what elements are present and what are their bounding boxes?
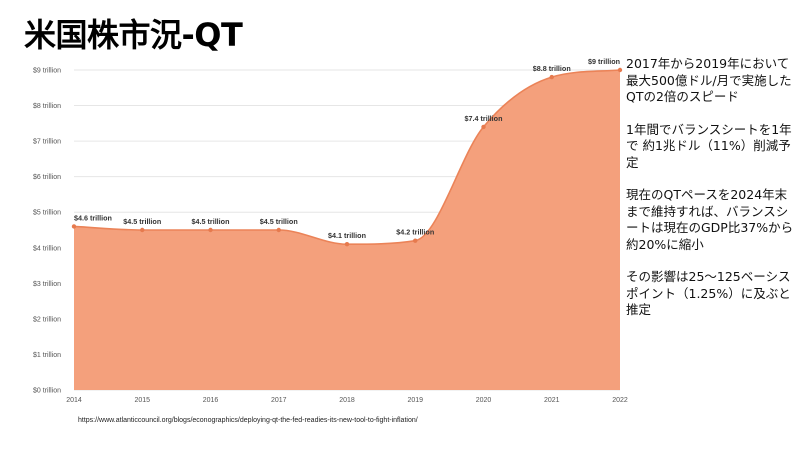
x-tick-label: 2018 — [339, 397, 355, 404]
data-point — [481, 124, 486, 130]
y-tick-label: $1 trillion — [33, 352, 61, 359]
data-label: $4.1 trillion — [328, 231, 366, 240]
y-tick-label: $8 trillion — [33, 103, 61, 110]
data-label: $4.5 trillion — [260, 217, 298, 226]
data-label: $4.5 trillion — [192, 217, 230, 226]
series-line — [73, 69, 621, 246]
x-tick-label: 2022 — [612, 397, 628, 404]
y-tick-label: $3 trillion — [33, 281, 61, 288]
x-tick-label: 2016 — [203, 397, 219, 404]
x-tick-label: 2015 — [134, 397, 150, 404]
data-point — [140, 227, 145, 233]
x-tick-label: 2017 — [271, 397, 287, 404]
x-tick-label: 2020 — [476, 397, 492, 404]
y-tick-label: $6 trillion — [33, 174, 61, 181]
data-label: $9 trillion — [588, 57, 620, 66]
data-point — [617, 67, 623, 73]
data-point — [71, 224, 77, 229]
data-label: $8.8 trillion — [533, 64, 571, 73]
x-tick-label: 2019 — [407, 397, 423, 404]
note-rate-impact: その影響は25～125ベーシスポイント（1.25%）に及ぶと推定 — [626, 269, 791, 317]
y-tick-label: $5 trillion — [33, 210, 61, 217]
area-fill — [74, 70, 620, 390]
data-point — [276, 227, 281, 233]
y-tick-label: $0 trillion — [33, 388, 61, 395]
source-url[interactable]: https://www.atlanticcouncil.org/blogs/ec… — [78, 417, 418, 424]
note-gdp-ratio: 現在のQTペースを2024年末まで維持すれば、バランスシートは現在のGDP比37… — [626, 187, 794, 252]
note-annual-reduction: 1年間でバランスシートを1年で 約1兆ドル（11%）削減予定 — [626, 121, 792, 170]
y-tick-label: $4 trillion — [33, 245, 61, 252]
data-label: $4.6 trillion — [74, 213, 112, 222]
notes-panel: 2017年から2019年において最大500億ドル/月で実施したQTの2倍のスピー… — [626, 56, 796, 335]
data-point — [344, 242, 350, 247]
data-label: $4.5 trillion — [123, 217, 161, 226]
y-tick-label: $7 trillion — [33, 139, 61, 146]
data-point — [208, 227, 213, 233]
x-tick-label: 2014 — [66, 397, 82, 404]
data-point — [549, 74, 554, 80]
data-label: $7.4 trillion — [465, 114, 503, 123]
data-point — [413, 238, 418, 243]
y-tick-label: $2 trillion — [33, 316, 61, 323]
x-tick-label: 2021 — [544, 397, 560, 404]
note-qt-speed: 2017年から2019年において最大500億ドル/月で実施したQTの2倍のスピー… — [626, 56, 792, 104]
data-label: $4.2 trillion — [396, 228, 434, 237]
y-tick-label: $9 trillion — [33, 68, 61, 75]
slide-title: 米国株市況-QT — [24, 16, 243, 54]
